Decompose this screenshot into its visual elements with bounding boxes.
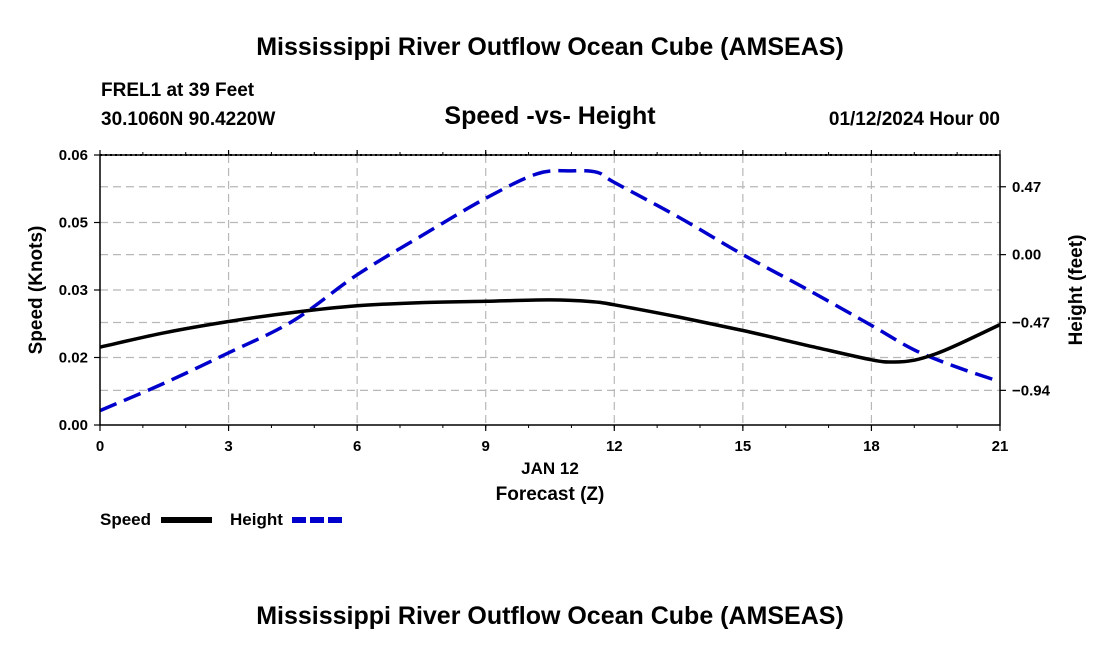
axes: 0 3 6 9 12 15 18 21 0.00 0.02 0.03 0.05 0.06 0.47 0.00… [59, 147, 1051, 455]
date-label: 01/12/2024 Hour 00 [829, 109, 1000, 130]
grid [100, 155, 1000, 425]
legend: Speed Height [100, 510, 343, 529]
x-tick-label-3: 3 [224, 438, 232, 455]
x-tick-label-0: 0 [96, 438, 104, 455]
x-axis-date: JAN 12 [521, 459, 579, 478]
x-tick-label-21: 21 [992, 438, 1009, 455]
x-tick-label-12: 12 [606, 438, 623, 455]
chart-title-top: Mississippi River Outflow Ocean Cube (AM… [256, 33, 844, 61]
y-tick-label-4: 0.06 [59, 147, 88, 164]
x-tick-label-18: 18 [863, 438, 880, 455]
x-tick-label-6: 6 [353, 438, 361, 455]
y-axis-label: Speed (Knots) [26, 226, 47, 355]
x-tick-label-15: 15 [735, 438, 752, 455]
y2-tick-label-3: −0.94 [1012, 382, 1051, 399]
station-label: FREL1 at 39 Feet [101, 80, 255, 101]
series-height-line [99, 168, 1001, 413]
y2-tick-label-2: −0.47 [1012, 314, 1050, 331]
y2-tick-label-0: 0.47 [1012, 179, 1041, 196]
x-axis-label: Forecast (Z) [496, 484, 605, 505]
y-tick-label-3: 0.05 [59, 215, 88, 232]
y2-axis-label: Height (feet) [1066, 235, 1087, 346]
y-tick-label-1: 0.02 [59, 350, 88, 367]
legend-label-height: Height [230, 510, 283, 529]
legend-label-speed: Speed [100, 510, 151, 529]
coords-label: 30.1060N 90.4220W [101, 109, 275, 130]
y2-tick-label-1: 0.00 [1012, 247, 1041, 264]
chart-title-bottom: Mississippi River Outflow Ocean Cube (AM… [256, 602, 844, 630]
y-tick-label-0: 0.00 [59, 417, 88, 434]
x-tick-label-9: 9 [482, 438, 490, 455]
series-speed-line [99, 298, 1001, 364]
chart-subtitle: Speed -vs- Height [444, 102, 656, 130]
y-tick-label-2: 0.03 [59, 282, 88, 299]
series-layer [99, 168, 1001, 413]
